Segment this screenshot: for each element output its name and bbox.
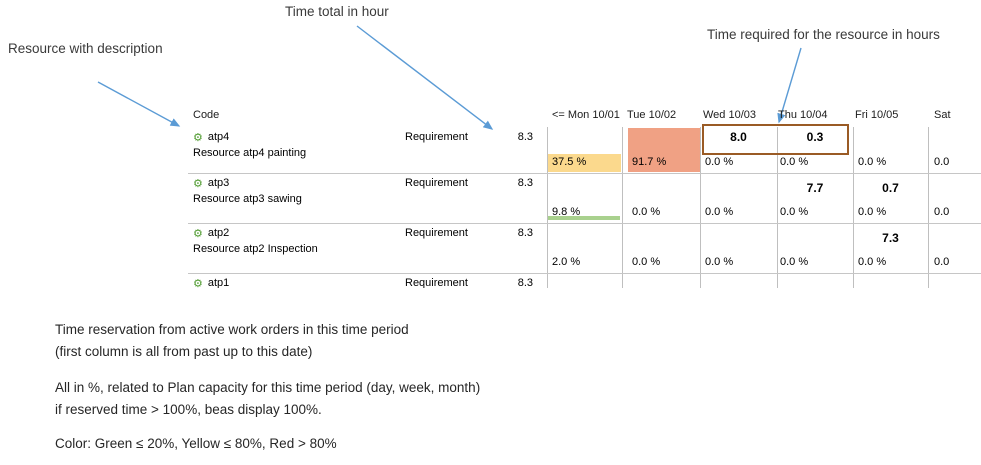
gridline-horizontal [188,273,981,274]
pct-cell: 0.0 % [705,156,734,168]
resource-code: ⚙ atp4 [193,131,229,144]
utilization-red-fill [628,128,700,172]
day-header-thu: Thu 10/04 [778,109,828,121]
pct-cell: 91.7 % [632,156,667,168]
gridline-horizontal [188,173,981,174]
day-header-sat: Sat [934,109,951,121]
resource-code: ⚙ atp2 [193,227,229,240]
pct-cell: 0.0 % [780,206,809,218]
annotation-time-total: Time total in hour [285,4,389,19]
pct-cell: 0.0 % [705,256,734,268]
resource-description: Resource atp3 sawing [193,193,302,205]
pct-cell: 0.0 [934,206,950,218]
gridline-vertical [547,127,548,288]
pct-cell: 0.0 % [632,206,661,218]
note-time-reservation: Time reservation from active work orders… [55,322,409,337]
pct-cell: 0.0 [934,156,950,168]
hours-cell: 8.0 [730,130,747,144]
pct-cell: 0.0 % [858,206,887,218]
requirement-label: Requirement [405,177,468,189]
gridline-vertical [928,127,929,288]
hours-cell: 0.7 [882,181,899,195]
gridline-vertical [700,127,701,288]
total-hours: 8.3 [517,277,533,288]
gridline-vertical [622,127,623,288]
total-hours: 8.3 [517,131,533,143]
pct-cell: 0.0 % [780,156,809,168]
utilization-green-bar [548,216,620,220]
resource-code: ⚙ atp1 [193,277,229,288]
note-reserved-time: if reserved time > 100%, beas display 10… [55,402,322,417]
required-hours-highlight-box [702,124,849,155]
day-header-mon: <= Mon 10/01 [552,109,620,121]
capacity-table: Code <= Mon 10/01 Tue 10/02 Wed 10/03 Th… [188,105,981,288]
note-percent-plan-capacity: All in %, related to Plan capacity for t… [55,380,481,395]
utilization-yellow-fill [548,154,621,172]
day-header-tue: Tue 10/02 [627,109,677,121]
arrow-resource-with-description [97,81,181,127]
pct-cell: 9.8 % [552,206,581,218]
pct-cell: 0.0 [934,256,950,268]
resource-gear-icon: ⚙ [193,228,203,240]
pct-cell: 2.0 % [552,256,581,268]
resource-gear-icon: ⚙ [193,132,203,144]
pct-cell: 0.0 % [632,256,661,268]
requirement-label: Requirement [405,227,468,239]
day-header-wed: Wed 10/03 [703,109,757,121]
annotation-time-required: Time required for the resource in hours [707,27,940,42]
pct-cell: 0.0 % [858,256,887,268]
resource-gear-icon: ⚙ [193,178,203,190]
pct-cell: 0.0 % [705,206,734,218]
code-column-header: Code [193,109,220,121]
pct-cell: 0.0 % [858,156,887,168]
resource-code-label: atp1 [207,277,230,288]
resource-code: ⚙ atp3 [193,177,229,190]
requirement-label: Requirement [405,277,468,288]
hours-cell: 7.7 [806,181,824,195]
pct-cell: 0.0 % [780,256,809,268]
hours-cell: 7.3 [882,231,899,245]
resource-description: Resource atp4 painting [193,147,307,159]
resource-code-label: atp2 [207,227,230,239]
gridline-vertical [853,127,854,288]
pct-cell: 37.5 % [552,156,587,168]
resource-code-label: atp3 [207,177,230,189]
total-hours: 8.3 [517,227,533,239]
hours-cell: 0.3 [806,130,824,144]
note-color-legend: Color: Green ≤ 20%, Yellow ≤ 80%, Red > … [55,436,337,451]
annotation-resource-with-description: Resource with description [8,41,163,56]
gridline-horizontal [188,223,981,224]
note-first-column: (first column is all from past up to thi… [55,344,313,359]
total-hours: 8.3 [517,177,533,189]
day-header-fri: Fri 10/05 [855,109,899,121]
resource-description: Resource atp2 Inspection [193,243,318,255]
requirement-label: Requirement [405,131,468,143]
gridline-vertical [777,127,778,288]
resource-gear-icon: ⚙ [193,278,203,288]
resource-code-label: atp4 [207,131,230,143]
